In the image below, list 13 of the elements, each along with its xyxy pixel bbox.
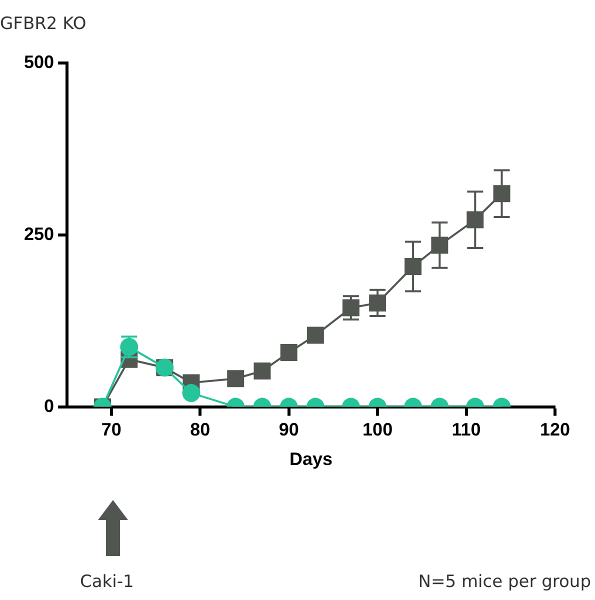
x-tick-label: 70 [101,420,122,440]
x-axis-title: Days [290,449,333,470]
text: N=5 mice per group [418,572,591,592]
x-tick-label: 90 [278,420,299,440]
text: Caki-1 [80,572,134,592]
y-tick-label: 250 [24,224,54,244]
chart-title: GFBR2 KO [0,14,86,34]
x-tick-label: 100 [362,420,393,440]
x-tick-label: 80 [190,420,210,440]
x-tick-label: 110 [452,420,481,440]
y-tick-label: 0 [44,396,54,416]
y-tick-label: 500 [24,52,54,72]
x-tick-label: 120 [540,420,570,440]
